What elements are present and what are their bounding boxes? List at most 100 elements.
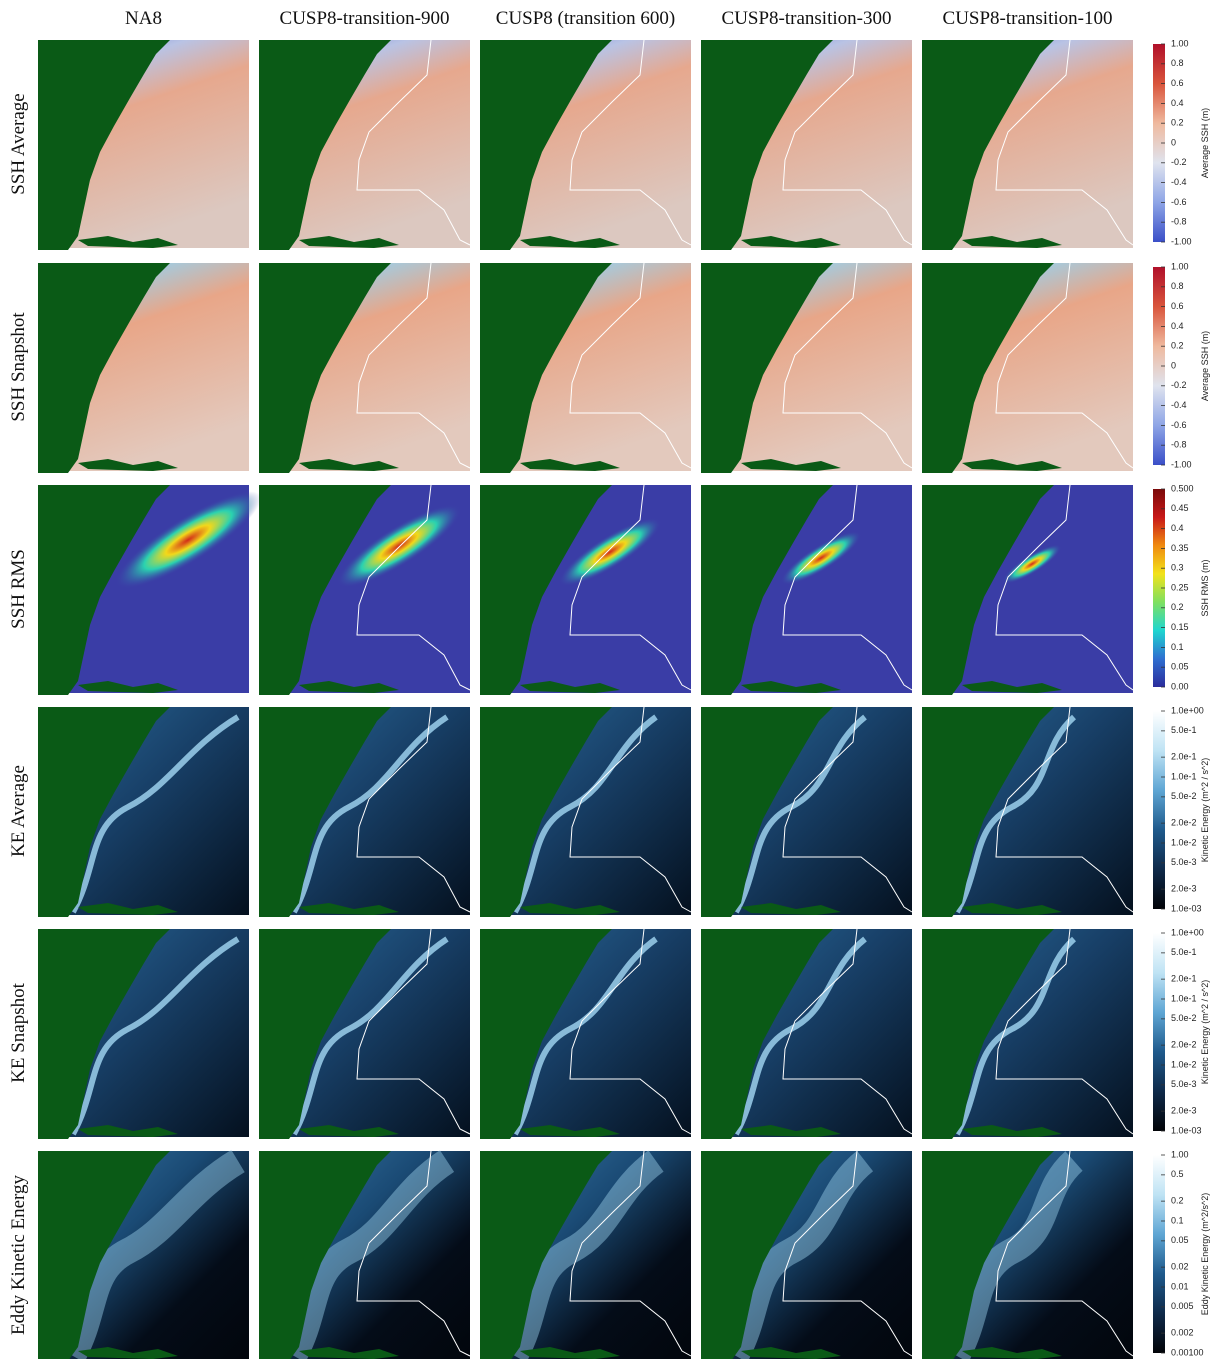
colorbar-tick-label: 1.0e-03: [1171, 1125, 1202, 1135]
colorbar-tick-label: 0.4: [1171, 523, 1184, 533]
column-title: CUSP8-transition-300: [722, 8, 892, 29]
colorbar-tick-label: 1.00: [1171, 38, 1189, 48]
map-panel: [701, 928, 913, 1139]
map-panel: [259, 1150, 471, 1359]
column-title: CUSP8 (transition 600): [496, 8, 675, 29]
map-panel: [259, 39, 471, 250]
colorbar-tick-label: 1.0e-1: [1171, 771, 1197, 781]
colorbar-tick-label: 0.500: [1171, 483, 1194, 493]
map-panel: [480, 706, 692, 917]
jet: [1002, 544, 1062, 584]
colorbar-tick-label: 2.0e-1: [1171, 974, 1197, 984]
colorbar: [1153, 933, 1165, 1131]
map-panel: [922, 706, 1134, 917]
domain-boundary: [356, 706, 471, 913]
colorbar-tick-label: 5.0e-1: [1171, 725, 1197, 735]
domain-boundary: [569, 1150, 692, 1357]
stream: [291, 936, 449, 1136]
domain-boundary: [356, 928, 471, 1135]
stream: [291, 714, 449, 914]
colorbar-tick-label: 1.0e-2: [1171, 837, 1197, 847]
map-panel: [38, 707, 249, 917]
map-panel: [259, 262, 471, 473]
map-panel: [701, 262, 913, 473]
colorbar: [1153, 44, 1165, 242]
domain-boundary: [782, 39, 913, 246]
colorbar-tick-label: 0.5: [1171, 1169, 1184, 1179]
domain-boundary: [782, 928, 913, 1135]
colorbar-tick-label: 0.01: [1171, 1281, 1189, 1291]
stream: [70, 714, 240, 914]
domain-boundary: [995, 928, 1134, 1135]
colorbar-tick-label: 0.2: [1171, 341, 1184, 351]
stream: [733, 714, 867, 914]
colorbar-tick-label: 0.005: [1171, 1301, 1194, 1311]
stream: [512, 936, 658, 1136]
map-panel: [480, 262, 692, 473]
colorbar-label: SSH RMS (m): [1200, 560, 1210, 617]
colorbar-tick-label: 0.2: [1171, 118, 1184, 128]
map-panel: [480, 484, 692, 695]
colorbar-label: Kinetic Energy (m^2 / s^2): [1200, 758, 1210, 862]
colorbar-tick-label: 0.002: [1171, 1328, 1194, 1338]
stream: [724, 1150, 874, 1359]
domain-boundary: [356, 262, 471, 469]
map-panel: [701, 484, 913, 695]
colorbar-tick-label: 5.0e-2: [1171, 791, 1197, 801]
colorbar-label: Average SSH (m): [1200, 331, 1210, 401]
colorbar-tick-label: 0.8: [1171, 281, 1184, 291]
domain-boundary: [782, 484, 913, 691]
column-title: NA8: [125, 8, 162, 29]
stream: [954, 936, 1077, 1136]
map-panel: [480, 39, 692, 250]
domain-boundary: [782, 262, 913, 469]
colorbar-tick-label: -0.8: [1171, 440, 1187, 450]
colorbar: [1153, 489, 1165, 687]
map-panel: [259, 484, 471, 695]
domain-boundary: [995, 706, 1134, 913]
stream: [954, 714, 1077, 914]
colorbar-tick-label: -0.2: [1171, 380, 1187, 390]
colorbar-tick-label: 0.1: [1171, 1215, 1184, 1225]
stream: [733, 936, 867, 1136]
colorbar-tick-label: 2.0e-3: [1171, 884, 1197, 894]
stream: [503, 1150, 664, 1359]
colorbar: [1153, 267, 1165, 465]
map-panel: [38, 485, 262, 695]
map-panel: [480, 1150, 692, 1359]
colorbar-tick-label: 0.6: [1171, 301, 1184, 311]
colorbar: [1153, 711, 1165, 909]
colorbar-tick-label: 2.0e-3: [1171, 1106, 1197, 1116]
colorbar-tick-label: 0.45: [1171, 503, 1189, 513]
colorbar-tick-label: 0.25: [1171, 582, 1189, 592]
map-panel: [38, 929, 249, 1139]
colorbar-tick-label: 0.4: [1171, 321, 1184, 331]
colorbar-tick-label: -0.6: [1171, 197, 1187, 207]
colorbar-tick-label: -0.8: [1171, 217, 1187, 227]
colorbar-tick-label: 1.0e+00: [1171, 927, 1204, 937]
domain-boundary: [356, 39, 471, 246]
map-panel: [922, 928, 1134, 1139]
colorbar-tick-label: 5.0e-2: [1171, 1013, 1197, 1023]
colorbar-tick-label: 2.0e-2: [1171, 1040, 1197, 1050]
map-panel: [38, 263, 249, 473]
colorbar-tick-label: 0.35: [1171, 543, 1189, 553]
colorbar-tick-label: 1.0e+00: [1171, 705, 1204, 715]
column-title: CUSP8-transition-100: [943, 8, 1113, 29]
map-panel: [480, 928, 692, 1139]
row-label: Eddy Kinetic Energy: [8, 1174, 29, 1335]
colorbar-tick-label: 2.0e-1: [1171, 752, 1197, 762]
colorbar-tick-label: 5.0e-1: [1171, 947, 1197, 957]
column-title: CUSP8-transition-900: [280, 8, 450, 29]
colorbar-tick-label: 0.4: [1171, 98, 1184, 108]
colorbar-tick-label: 0.2: [1171, 1196, 1184, 1206]
domain-boundary: [995, 484, 1134, 691]
colorbar-tick-label: -0.6: [1171, 420, 1187, 430]
domain-boundary: [356, 484, 471, 691]
domain-boundary: [782, 1150, 913, 1357]
row-label: KE Snapshot: [8, 982, 29, 1082]
jet: [558, 517, 662, 587]
colorbar-tick-label: 2.0e-2: [1171, 818, 1197, 828]
row-label: SSH Average: [8, 93, 29, 195]
